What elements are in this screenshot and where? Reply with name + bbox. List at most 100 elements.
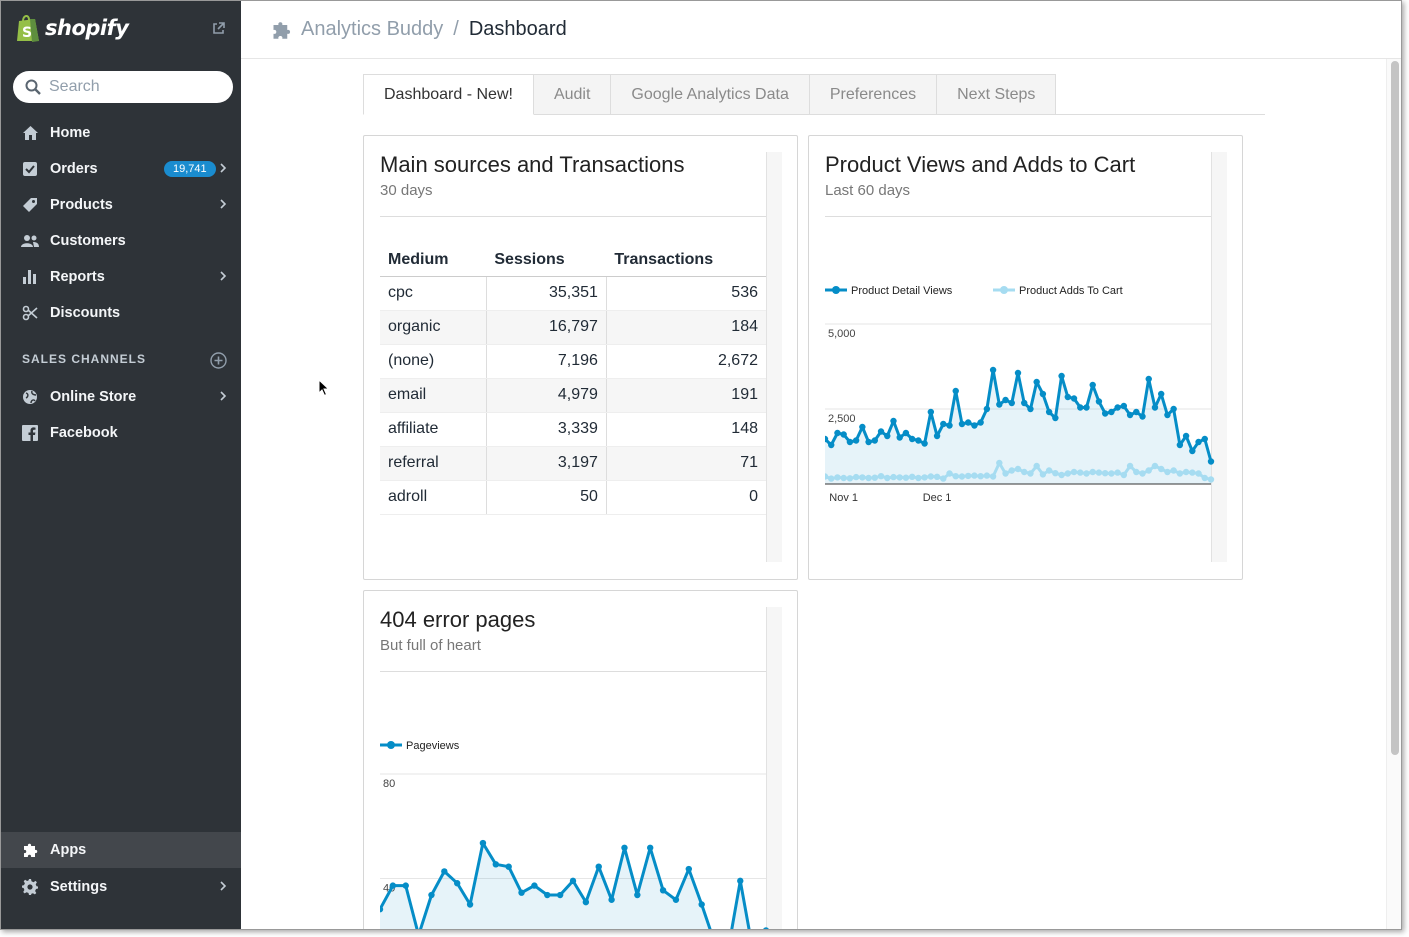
nav-products[interactable]: Products [1, 188, 241, 222]
data-point [871, 474, 879, 481]
data-point [1008, 399, 1015, 407]
series-area [825, 370, 1211, 484]
divider [380, 216, 766, 217]
chevron-right-icon [220, 391, 227, 401]
table-row: affiliate 3,339 148 [380, 412, 766, 447]
data-point [825, 473, 829, 480]
nav-discounts[interactable]: Discounts [1, 296, 241, 330]
nav-customers[interactable]: Customers [1, 224, 241, 258]
data-point [865, 438, 872, 446]
sidebar: S shopify Home Orders 19,741 P [1, 1, 241, 929]
nav-orders[interactable]: Orders 19,741 [1, 152, 241, 186]
data-point [428, 891, 435, 899]
data-point [908, 435, 916, 443]
table-row: email 4,979 191 [380, 378, 766, 413]
tab-dashboard[interactable]: Dashboard - New! [363, 74, 534, 115]
data-point [977, 473, 984, 480]
table-row: organic 16,797 184 [380, 310, 766, 345]
tab-preferences[interactable]: Preferences [809, 74, 938, 115]
data-point [877, 473, 885, 480]
tab-next-steps[interactable]: Next Steps [937, 74, 1057, 115]
transactions-cell: 191 [605, 378, 766, 413]
external-link-icon[interactable] [212, 22, 225, 35]
nav-online-store[interactable]: Online Store [1, 380, 241, 414]
product-views-card: Product Views and Adds to Cart Last 60 d… [808, 135, 1243, 580]
breadcrumb: Analytics Buddy / Dashboard [241, 1, 1401, 59]
nav-facebook[interactable]: Facebook [1, 416, 241, 450]
y-tick-label: 80 [383, 778, 395, 790]
data-point [737, 877, 744, 885]
nav-label: Home [50, 125, 91, 141]
data-point [1045, 467, 1053, 474]
data-point [964, 419, 972, 426]
transactions-cell: 536 [605, 276, 766, 311]
data-point [859, 423, 866, 431]
data-point [971, 472, 978, 479]
data-point [1064, 393, 1072, 401]
column-header: Transactions [606, 244, 766, 277]
data-point [1058, 471, 1065, 479]
data-point [933, 473, 941, 480]
data-point [877, 428, 885, 435]
sessions-cell: 3,197 [485, 446, 607, 481]
card-scrollbar[interactable] [1211, 152, 1227, 562]
divider [825, 216, 1211, 217]
chevron-right-icon [220, 199, 227, 209]
table-row: (none) 7,196 2,672 [380, 344, 766, 379]
data-point [1164, 411, 1171, 419]
data-point [608, 896, 615, 903]
data-point [964, 472, 972, 480]
data-point [441, 868, 448, 875]
globe-icon [21, 388, 39, 406]
data-point [1170, 405, 1177, 413]
data-point [1077, 469, 1084, 476]
data-point [1002, 396, 1009, 404]
medium-cell: cpc [380, 276, 487, 311]
breadcrumb-app-link[interactable]: Analytics Buddy [301, 18, 444, 40]
column-header: Sessions [486, 244, 607, 277]
medium-cell: email [380, 378, 487, 413]
legend-label: Pageviews [406, 740, 460, 752]
data-point [1083, 470, 1090, 477]
data-point [952, 473, 959, 480]
data-point [1070, 395, 1078, 402]
nav-reports[interactable]: Reports [1, 260, 241, 294]
add-channel-icon[interactable] [210, 352, 227, 369]
data-point [996, 401, 1003, 408]
data-point [1182, 432, 1190, 440]
table-row: referral 3,197 71 [380, 446, 766, 481]
scrollbar-thumb[interactable] [1391, 61, 1399, 755]
nav-settings[interactable]: Settings [1, 870, 241, 904]
data-point [989, 366, 997, 374]
data-point [556, 891, 564, 899]
chevron-right-icon [220, 271, 227, 281]
data-point [1070, 468, 1078, 476]
page-scrollbar[interactable] [1386, 59, 1401, 929]
tab-google-analytics-data[interactable]: Google Analytics Data [611, 74, 810, 115]
data-point [971, 422, 978, 429]
medium-cell: referral [380, 446, 487, 481]
sales-channels-heading: SALES CHANNELS [22, 352, 147, 366]
data-point [1014, 369, 1022, 377]
nav-apps[interactable]: Apps [1, 832, 241, 868]
data-point [595, 863, 602, 870]
sessions-cell: 35,351 [485, 276, 607, 311]
discount-icon [21, 304, 39, 322]
nav-home[interactable]: Home [1, 116, 241, 150]
medium-cell: adroll [380, 480, 487, 515]
search-box[interactable] [13, 71, 233, 103]
shopify-logo[interactable]: S shopify [15, 13, 129, 43]
data-point [1089, 468, 1096, 476]
404-pages-card: 404 error pages But full of heart Pagevi… [363, 590, 798, 929]
tab-audit[interactable]: Audit [533, 74, 612, 115]
search-input[interactable] [49, 78, 209, 96]
mouse-cursor-icon [318, 379, 330, 397]
data-point [896, 434, 903, 441]
card-scrollbar[interactable] [766, 152, 782, 562]
card-scrollbar[interactable] [766, 607, 782, 929]
data-point [531, 882, 538, 889]
data-point [518, 889, 525, 896]
data-point [389, 882, 397, 889]
data-point [1114, 404, 1121, 411]
sources-table: Medium Sessions Transactions cpc 35,351 53… [380, 244, 766, 515]
